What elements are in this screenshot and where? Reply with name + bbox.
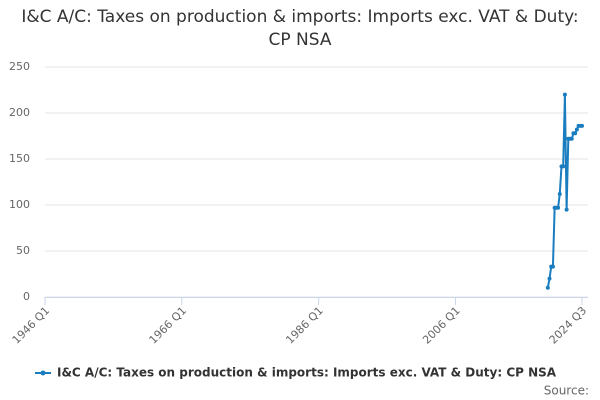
y-tick-label: 150: [9, 152, 30, 165]
data-point: [557, 191, 562, 196]
data-point: [564, 207, 569, 212]
x-tick-label: 2006 Q1: [420, 304, 463, 347]
y-tick-label: 100: [9, 198, 30, 211]
y-tick-label: 50: [16, 244, 30, 257]
y-tick-label: 0: [23, 290, 30, 303]
data-point: [574, 127, 579, 132]
x-tick-label: 1966 Q1: [147, 304, 190, 347]
data-point: [580, 123, 584, 128]
data-point: [562, 92, 567, 97]
data-point: [556, 205, 561, 210]
data-point: [561, 164, 566, 169]
data-point: [569, 136, 574, 141]
data-line: [546, 94, 582, 288]
data-point: [550, 264, 555, 269]
data-point: [547, 276, 552, 281]
data-point: [573, 131, 578, 136]
data-point: [545, 285, 550, 290]
y-tick-label: 200: [9, 106, 30, 119]
x-tick-label: 2024 Q3: [547, 304, 590, 347]
source: Source:: [544, 384, 589, 398]
legend-marker: [40, 370, 46, 376]
legend-label: I&C A/C: Taxes on production & imports: …: [57, 366, 557, 380]
x-tick-label: 1946 Q1: [10, 304, 53, 347]
x-tick-label: 1986 Q1: [283, 304, 326, 347]
y-tick-label: 250: [9, 60, 30, 73]
chart-title: I&C A/C: Taxes on production & imports: …: [21, 7, 579, 50]
